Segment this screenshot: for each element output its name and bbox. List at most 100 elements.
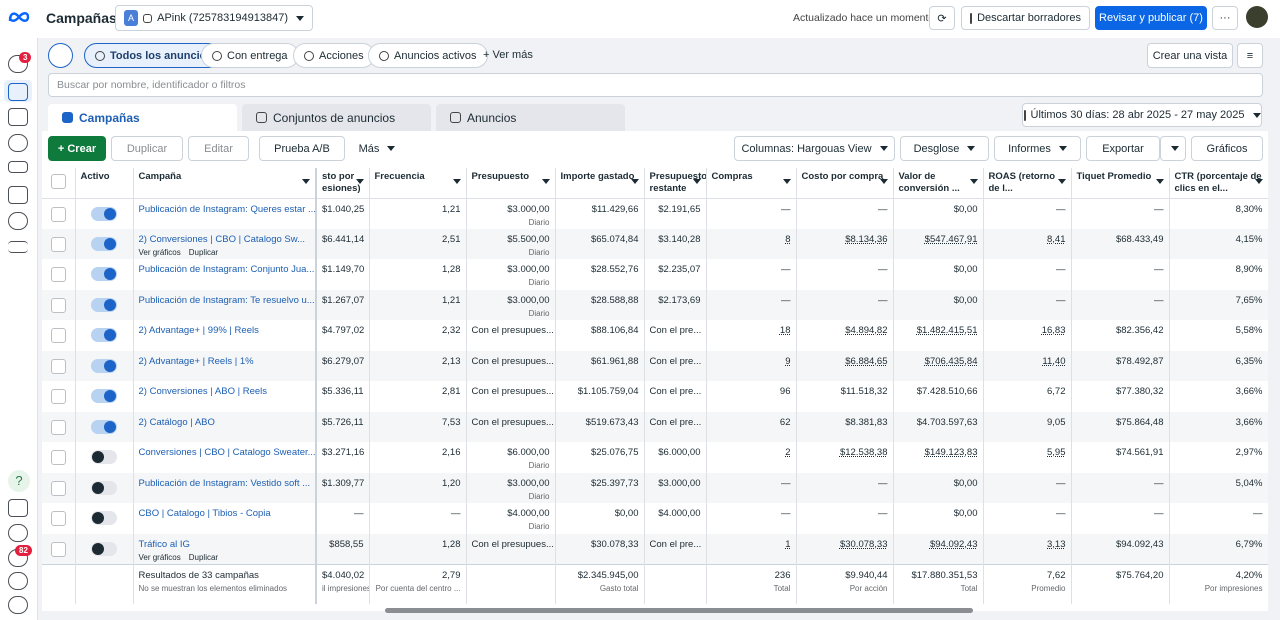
campaign-name[interactable]: Publicación de Instagram: Queres estar .… bbox=[138, 203, 316, 215]
cell-value: Con el pre... bbox=[649, 355, 702, 367]
nav-icon[interactable] bbox=[8, 499, 28, 517]
nav-icon[interactable] bbox=[8, 161, 28, 173]
campaign-row: 2) Advantage+ | Reels | 1% $6.279,07 2,13 C… bbox=[42, 350, 1268, 381]
row-action[interactable]: Duplicar bbox=[188, 247, 219, 257]
campaign-name[interactable]: 2) Conversiones | CBO | Catalogo Sw... bbox=[138, 233, 306, 245]
campaign-row: Publicación de Instagram: Vestido soft .… bbox=[42, 472, 1268, 503]
search-toggle[interactable] bbox=[48, 43, 73, 68]
publish-button[interactable]: Revisar y publicar (7) bbox=[1095, 6, 1207, 30]
help-button[interactable]: ? bbox=[8, 470, 30, 492]
toggle[interactable] bbox=[91, 511, 117, 525]
checkbox[interactable] bbox=[50, 480, 66, 496]
campaign-name[interactable]: Publicación de Instagram: Te resuelvo u.… bbox=[138, 294, 315, 306]
column-header[interactable]: Campaña bbox=[133, 168, 317, 199]
nav-icon[interactable] bbox=[8, 108, 28, 126]
checkbox[interactable] bbox=[50, 450, 66, 465]
search-input[interactable]: Buscar por nombre, identificador o filtr… bbox=[48, 73, 1263, 97]
account-selector[interactable]: A APink (725783194913847) bbox=[115, 5, 313, 31]
breakdown-button[interactable]: Desglose bbox=[900, 136, 989, 161]
campaign-name[interactable]: 2) Advantage+ | 99% | Reels bbox=[138, 325, 259, 336]
see-more[interactable]: + Ver más bbox=[483, 49, 533, 61]
toggle[interactable] bbox=[91, 297, 117, 312]
toggle[interactable] bbox=[91, 450, 117, 464]
filter-pill[interactable]: Con entrega bbox=[201, 43, 299, 68]
toggle[interactable] bbox=[91, 267, 117, 281]
nav-icon[interactable] bbox=[8, 572, 28, 590]
column-header[interactable]: sto por esiones) bbox=[316, 168, 370, 199]
toggle[interactable] bbox=[91, 236, 117, 251]
nav-icon[interactable] bbox=[8, 241, 28, 253]
column-header[interactable]: Frecuencia bbox=[369, 168, 467, 199]
nav-icon[interactable] bbox=[8, 186, 28, 204]
campaign-name[interactable]: Tráfico al IG bbox=[138, 538, 190, 550]
date-range-picker[interactable]: Últimos 30 días: 28 abr 2025 - 27 may 20… bbox=[1022, 103, 1262, 127]
nav-icon[interactable] bbox=[8, 83, 28, 101]
toggle[interactable] bbox=[91, 480, 117, 495]
toggle[interactable] bbox=[91, 389, 117, 403]
discard-button[interactable]: Descartar borradores bbox=[961, 6, 1090, 30]
export-button[interactable]: Exportar bbox=[1086, 136, 1160, 161]
nav-icon[interactable] bbox=[8, 134, 28, 152]
column-header[interactable]: CTR (porcentaje de clics en el... bbox=[1169, 168, 1268, 199]
row-action[interactable]: Duplicar bbox=[188, 552, 219, 562]
filter-pill[interactable]: Todos los anuncios bbox=[84, 43, 224, 68]
checkbox[interactable] bbox=[50, 358, 66, 374]
column-header[interactable]: Importe gastado bbox=[555, 168, 645, 199]
nav-icon[interactable] bbox=[8, 55, 28, 73]
column-header[interactable]: Presupuesto bbox=[466, 168, 556, 199]
filter-pill[interactable]: Anuncios activos bbox=[368, 43, 488, 68]
reports-button[interactable]: Informes bbox=[994, 136, 1081, 161]
campaign-name[interactable]: 2) Catálogo | ABO bbox=[138, 416, 215, 428]
tab[interactable]: Campañas bbox=[48, 104, 237, 131]
campaign-name-cell: Publicación de Instagram: Queres estar .… bbox=[133, 198, 317, 229]
toggle[interactable] bbox=[91, 358, 117, 373]
toggle[interactable] bbox=[91, 541, 117, 556]
tab[interactable]: Conjuntos de anuncios bbox=[242, 104, 431, 131]
column-header[interactable]: Tiquet Promedio bbox=[1071, 168, 1170, 199]
toggle[interactable] bbox=[91, 419, 117, 434]
column-header[interactable]: Valor de conversión ... bbox=[893, 168, 984, 199]
more-button[interactable]: ··· bbox=[1212, 6, 1238, 30]
refresh-button[interactable]: ⟳ bbox=[929, 6, 955, 30]
settings-button[interactable]: ≡ bbox=[1237, 43, 1263, 68]
checkbox[interactable] bbox=[50, 236, 66, 252]
checkbox[interactable] bbox=[50, 267, 66, 282]
checkbox[interactable] bbox=[50, 328, 66, 343]
campaign-name[interactable]: 2) Conversiones | ABO | Reels bbox=[138, 386, 268, 397]
more-menu[interactable]: Más bbox=[352, 136, 402, 161]
campaign-name[interactable]: CBO | Catalogo | Tibios - Copia bbox=[138, 508, 271, 519]
checkbox[interactable] bbox=[50, 511, 66, 526]
campaign-name[interactable]: Publicación de Instagram: Vestido soft .… bbox=[138, 477, 311, 489]
export-menu[interactable] bbox=[1160, 136, 1186, 161]
campaign-name[interactable]: Publicación de Instagram: Conjunto Jua..… bbox=[138, 264, 315, 275]
checkbox[interactable] bbox=[50, 297, 66, 313]
nav-icon[interactable] bbox=[8, 524, 28, 542]
create-view-button[interactable]: Crear una vista bbox=[1147, 43, 1233, 68]
column-header[interactable]: Compras bbox=[706, 168, 797, 199]
row-action[interactable]: Ver gráficos bbox=[138, 247, 181, 257]
tab[interactable]: Anuncios bbox=[436, 104, 625, 131]
column-header[interactable]: Costo por compra bbox=[796, 168, 894, 199]
charts-button[interactable]: Gráficos bbox=[1191, 136, 1263, 161]
campaign-name[interactable]: Conversiones | CBO | Catalogo Sweater... bbox=[138, 447, 316, 458]
user-avatar[interactable] bbox=[1246, 6, 1268, 28]
campaign-name[interactable]: 2) Advantage+ | Reels | 1% bbox=[138, 355, 254, 367]
filter-pill[interactable]: Acciones bbox=[293, 43, 375, 68]
columns-button[interactable]: Columnas: Hargouas View bbox=[734, 136, 895, 161]
checkbox[interactable] bbox=[50, 541, 66, 557]
row-action[interactable]: Ver gráficos bbox=[138, 552, 181, 562]
toggle[interactable] bbox=[91, 328, 117, 342]
checkbox[interactable] bbox=[50, 174, 66, 189]
column-header[interactable]: Activo bbox=[75, 168, 134, 199]
scrollbar[interactable] bbox=[385, 608, 973, 613]
checkbox[interactable] bbox=[50, 419, 66, 435]
create-button[interactable]: + Crear bbox=[48, 136, 106, 161]
checkbox[interactable] bbox=[50, 206, 66, 222]
nav-icon[interactable] bbox=[8, 596, 28, 614]
column-header[interactable]: Presupuesto restante bbox=[644, 168, 707, 199]
ab-test-button[interactable]: Prueba A/B bbox=[259, 136, 345, 161]
checkbox[interactable] bbox=[50, 389, 66, 404]
toggle[interactable] bbox=[91, 206, 117, 221]
column-header[interactable]: ROAS (retorno de l... bbox=[983, 168, 1072, 199]
nav-icon[interactable] bbox=[8, 212, 28, 230]
